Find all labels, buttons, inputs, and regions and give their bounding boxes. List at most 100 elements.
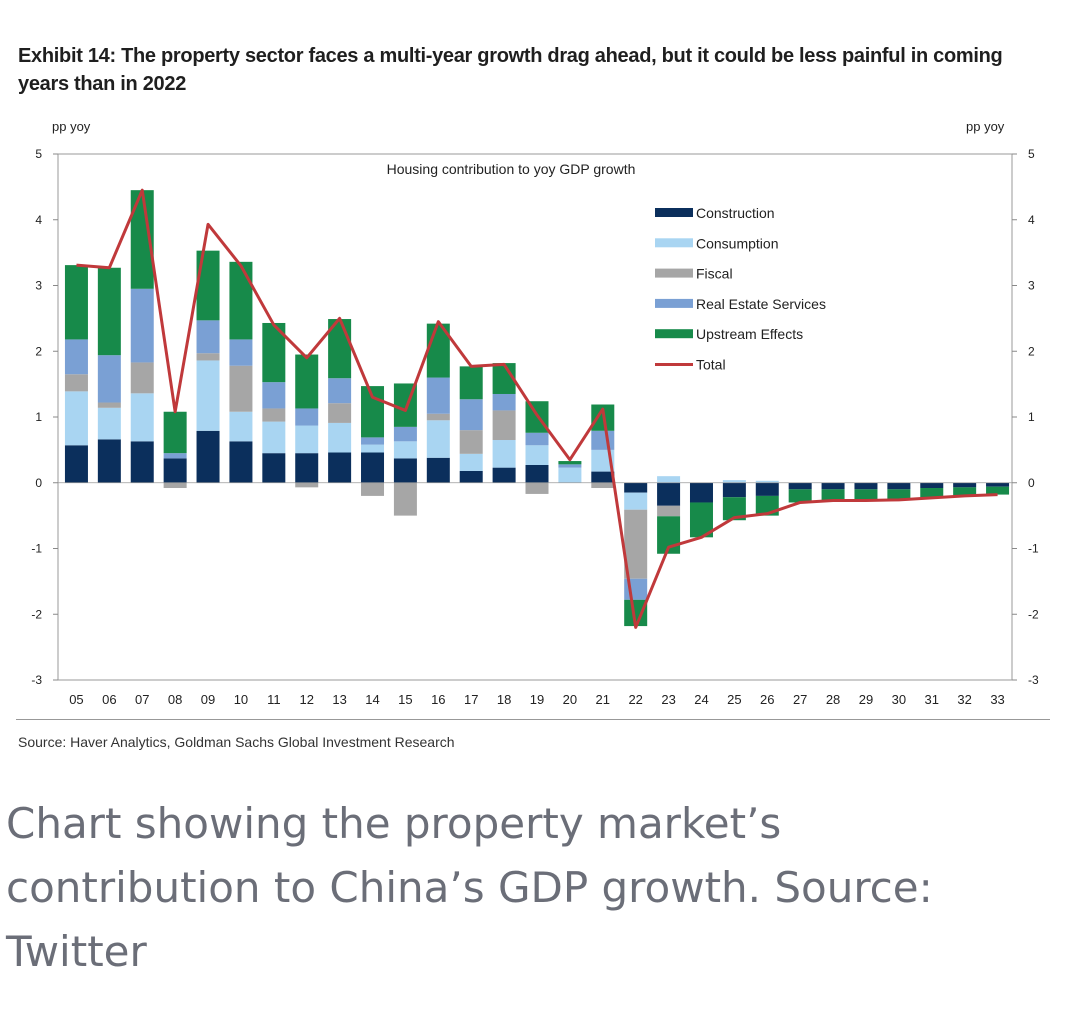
bar-construction [887,482,911,490]
bar-consumption [722,480,746,483]
x-tick-label: 07 [135,692,149,707]
x-tick-label: 30 [892,692,906,707]
bar-consumption [64,391,88,446]
x-tick-label: 27 [793,692,807,707]
bar-upstream-effects [229,261,253,340]
bar-construction [229,441,253,483]
bar-fiscal [361,482,385,496]
y-tick-label-right: 4 [1028,213,1035,227]
y-tick-label-right: -1 [1028,542,1039,556]
legend: Construction Consumption Fiscal Real Estate… [655,205,826,373]
caption: Chart showing the property market’s cont… [6,792,1066,984]
bar-consumption [328,422,352,453]
legend-label: Real Estate Services [696,296,826,312]
bar-real-estate-services [558,464,582,468]
bar-upstream-effects [920,488,944,498]
bar-upstream-effects [689,502,713,538]
caption-line: Chart showing the property market’s [6,799,782,848]
bar-upstream-effects [459,366,483,400]
bar-upstream-effects [953,487,977,496]
x-tick-label: 09 [201,692,215,707]
legend-swatch [655,268,693,278]
bar-construction [525,464,549,483]
bar-fiscal [97,402,121,408]
bar-construction [328,452,352,483]
x-tick-label: 28 [826,692,840,707]
bar-construction [591,471,615,483]
bar-fiscal [295,482,319,488]
bar-construction [459,470,483,483]
inner-chart-title: Housing contribution to yoy GDP growth [387,161,636,177]
y-tick-label-left: 2 [35,344,42,358]
bar-construction [788,482,812,490]
bar-real-estate-services [163,453,187,459]
x-tick-label: 22 [628,692,642,707]
bar-upstream-effects [64,265,88,340]
y-tick-label-right: 3 [1028,279,1035,293]
y-axis-label-right: pp yoy [966,119,1005,134]
bar-upstream-effects [130,190,154,289]
bar-real-estate-services [295,408,319,426]
bar-construction [821,482,845,490]
bar-real-estate-services [459,399,483,431]
bar-construction [393,458,417,483]
bar-construction [920,482,944,489]
bar-real-estate-services [196,320,220,354]
bar-consumption [426,420,450,458]
legend-label: Total [696,357,726,373]
bar-real-estate-services [97,355,121,403]
bar-construction [163,458,187,483]
bar-construction [97,439,121,483]
y-tick-label-left: -1 [31,542,42,556]
x-tick-label: 18 [497,692,511,707]
bar-consumption [295,425,319,454]
bar-real-estate-services [328,378,352,404]
x-tick-label: 05 [69,692,83,707]
bar-consumption [492,440,516,468]
bar-consumption [657,476,681,483]
bar-consumption [130,393,154,442]
x-tick-label: 25 [727,692,741,707]
bar-fiscal [393,482,417,516]
y-tick-label-left: 3 [35,279,42,293]
bar-real-estate-services [492,393,516,411]
bar-construction [361,452,385,483]
bar-fiscal [525,482,549,494]
bar-upstream-effects [986,486,1010,495]
bar-construction [755,482,779,496]
total-line [76,188,998,629]
bar-fiscal [591,482,615,489]
bar-construction [426,457,450,483]
total-line-path [76,188,998,629]
x-tick-label: 31 [925,692,939,707]
exhibit-title: Exhibit 14: The property sector faces a … [18,45,1003,95]
y-tick-label-left: 4 [35,213,42,227]
y-tick-label-left: 1 [35,410,42,424]
x-tick-label: 10 [234,692,248,707]
legend-swatch [655,208,693,217]
bar-construction [624,482,648,493]
x-tick-label: 19 [530,692,544,707]
bar-fiscal [426,413,450,421]
bar-construction [64,445,88,483]
bar-consumption [755,480,779,483]
bar-consumption [97,407,121,440]
legend-swatch [655,329,693,339]
y-axis-label-left: pp yoy [52,119,91,134]
x-tick-label: 11 [267,692,281,707]
chart-axes: 5 54 43 32 21 10 0-1 -1-2 -2-3 -305 06 07 08 09 10 11 12… [31,147,1039,707]
bar-construction [295,453,319,483]
bar-consumption [624,492,648,510]
bar-real-estate-services [229,339,253,366]
bar-construction [986,482,1010,487]
bar-real-estate-services [64,339,88,375]
bar-consumption [525,445,549,465]
bar-upstream-effects [295,354,319,409]
bar-fiscal [196,353,220,361]
bar-fiscal [130,362,154,394]
y-tick-label-right: 2 [1028,344,1035,358]
chart: 5 54 43 32 21 10 0-1 -1-2 -2-3 -305 06 07 08 09 10 11 12… [16,119,1050,720]
bar-construction [196,430,220,483]
bar-fiscal [229,365,253,412]
x-tick-label: 17 [464,692,478,707]
